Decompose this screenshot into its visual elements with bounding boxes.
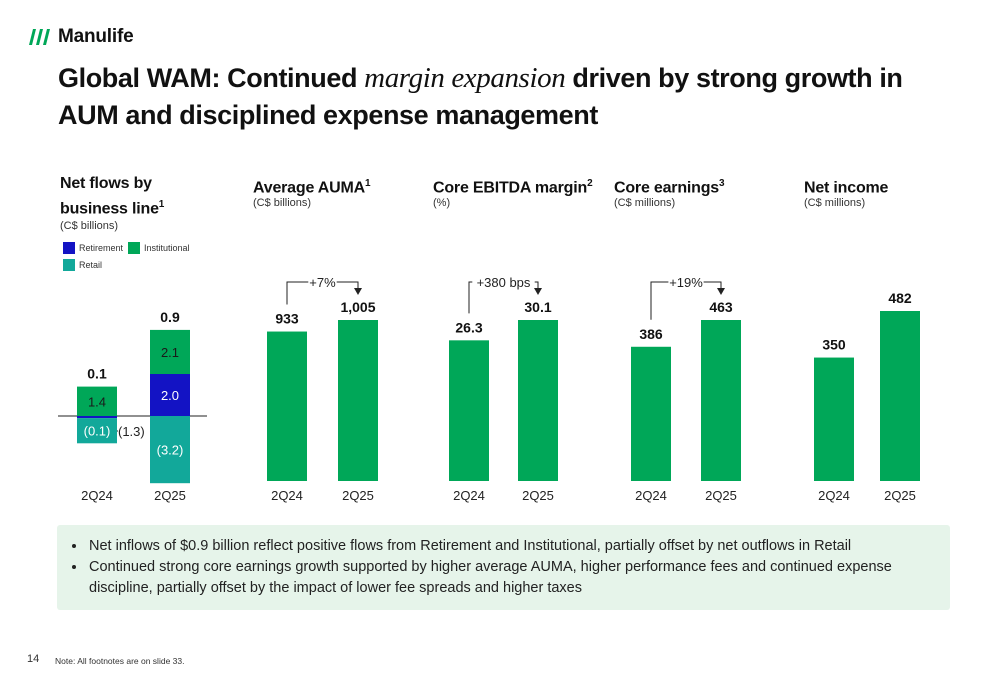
net-flows-title: Net flows by business line1 (60, 175, 165, 218)
net-income-title: Net income (804, 179, 889, 197)
summary-bullet: Continued strong core earnings growth su… (87, 557, 936, 599)
net-flows-label-retail-2q24: (0.1) (84, 424, 111, 439)
net-flows-unit: (C$ billions) (60, 220, 119, 232)
core-earnings-change-bracket-left (650, 281, 669, 320)
ebitda-bar-2q25 (518, 320, 558, 481)
net-flows-bar-retirement-2q25 (150, 374, 190, 416)
net-flows-callout-label: (1.3) (118, 424, 145, 439)
net-flows-label-retail-2q25: (3.2) (157, 443, 184, 458)
core-earnings-unit: (C$ millions) (614, 197, 676, 209)
net-income-value-2q24: 350 (822, 337, 846, 353)
ebitda-change-arrow-icon (534, 288, 542, 295)
core-earnings-change-arrow-icon (717, 288, 725, 295)
ebitda-tick-2q25: 2Q25 (522, 488, 554, 503)
title-emphasis: margin expansion (364, 62, 566, 94)
summary-list: Net inflows of $0.9 billion reflect posi… (71, 536, 936, 599)
auma-title: Average AUMA1 (253, 178, 371, 197)
manulife-logo-icon (29, 29, 50, 45)
core-earnings-bar-2q25 (701, 320, 741, 481)
title-part-1: Global WAM: Continued (58, 63, 365, 93)
ebitda-change-bracket-left (468, 281, 473, 314)
auma-tick-2q25: 2Q25 (342, 488, 374, 503)
net-flows-tick-2q25: 2Q25 (154, 488, 186, 503)
manulife-logo: Manulife (28, 26, 134, 48)
brand-name: Manulife (58, 26, 134, 47)
net-flows-bar-retirement-2q24 (77, 416, 117, 419)
core-earnings-title: Core earnings3 (614, 178, 725, 197)
ebitda-title: Core EBITDA margin2 (433, 178, 593, 197)
net-flows-total-2q24: 0.1 (87, 366, 107, 382)
summary-box: Net inflows of $0.9 billion reflect posi… (57, 525, 950, 610)
net-income-tick-2q24: 2Q24 (818, 488, 850, 503)
title-part-2: driven by strong growth in AUM and disci… (58, 63, 903, 130)
net-income-unit: (C$ millions) (804, 197, 866, 209)
ebitda-value-2q24: 26.3 (455, 319, 482, 335)
ebitda-value-2q25: 30.1 (524, 299, 551, 315)
net-income-value-2q25: 482 (888, 290, 912, 306)
net-flows-tick-2q24: 2Q24 (81, 488, 113, 503)
legend-swatch-institutional (128, 242, 140, 254)
auma-bar-2q25 (338, 320, 378, 481)
auma-value-2q25: 1,005 (340, 299, 375, 315)
ebitda-bar-2q24 (449, 340, 489, 481)
core-earnings-value-2q24: 386 (639, 326, 663, 342)
auma-bar-2q24 (267, 331, 307, 481)
ebitda-change-bracket-right (534, 281, 539, 289)
slide-title: Global WAM: Continued margin expansion d… (58, 60, 958, 134)
net-flows-total-2q25: 0.9 (160, 309, 180, 325)
core-earnings-change-bracket-right (703, 281, 722, 289)
ebitda-tick-2q24: 2Q24 (453, 488, 485, 503)
legend-institutional: Institutional (128, 242, 190, 254)
legend-retirement: Retirement (63, 242, 123, 254)
core-earnings-bar-2q24 (631, 346, 671, 481)
page-number: 14 (27, 653, 40, 665)
auma-value-2q24: 933 (275, 311, 299, 327)
footnote: Note: All footnotes are on slide 33. (55, 656, 185, 666)
auma-unit: (C$ billions) (253, 197, 312, 209)
net-income-tick-2q25: 2Q25 (884, 488, 916, 503)
core-earnings-value-2q25: 463 (709, 299, 733, 315)
net-income-bar-2q25 (880, 311, 920, 481)
auma-change-bracket-right (336, 281, 359, 289)
summary-bullet: Net inflows of $0.9 billion reflect posi… (87, 536, 936, 557)
core-earnings-tick-2q25: 2Q25 (705, 488, 737, 503)
net-flows-bar-institutional-2q25 (150, 329, 190, 374)
core-earnings-tick-2q24: 2Q24 (635, 488, 667, 503)
net-flows-bar-retail-2q25 (150, 416, 190, 484)
legend-retail: Retail (63, 259, 102, 271)
auma-change-arrow-icon (354, 288, 362, 295)
net-flows-bar-retail-2q24 (77, 418, 117, 444)
net-flows-bar-institutional-2q24 (77, 386, 117, 416)
ebitda-change-label: +380 bps (477, 275, 531, 290)
net-flows-label-retirement-2q25: 2.0 (161, 388, 179, 403)
auma-tick-2q24: 2Q24 (271, 488, 303, 503)
auma-change-bracket-left (286, 281, 309, 305)
legend-swatch-retirement (63, 242, 75, 254)
ebitda-unit: (%) (433, 197, 451, 209)
net-flows-label-institutional-2q25: 2.1 (161, 345, 179, 360)
net-flows-label-institutional-2q24: 1.4 (88, 394, 106, 409)
core-earnings-change-label: +19% (669, 275, 703, 290)
net-income-bar-2q24 (814, 357, 854, 481)
auma-change-label: +7% (309, 275, 336, 290)
legend-swatch-retail (63, 259, 75, 271)
